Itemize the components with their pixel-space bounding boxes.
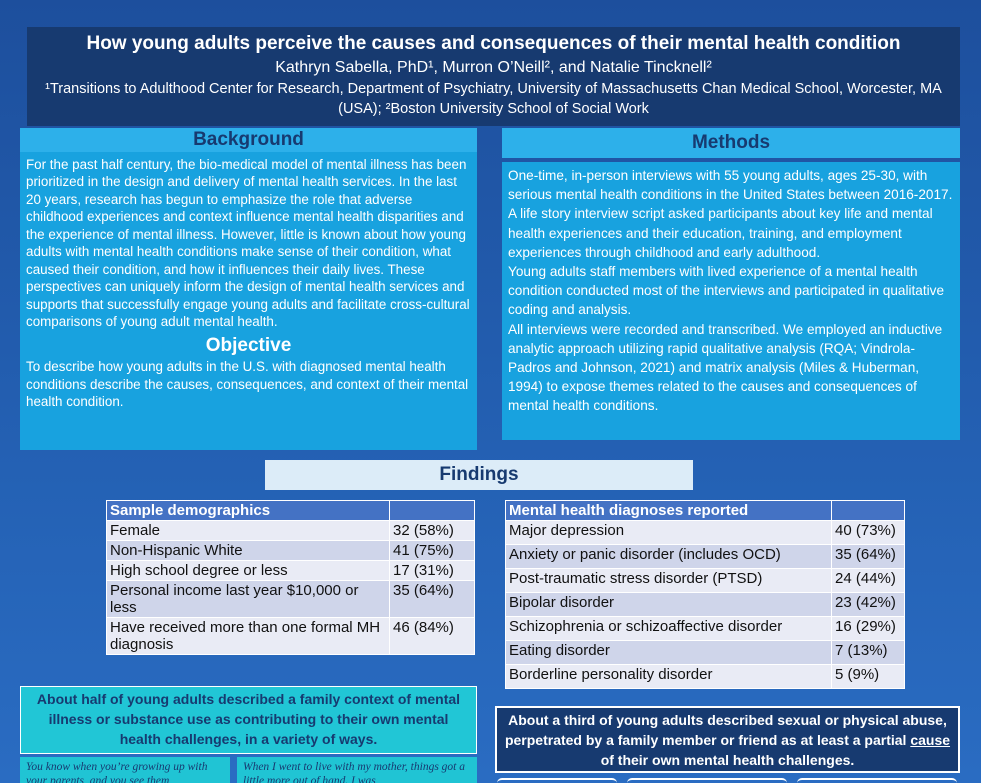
table-label: Bipolar disorder [505,592,832,617]
table-label: Borderline personality disorder [505,664,832,689]
table-label: Personal income last year $10,000 or les… [106,580,390,618]
table-header-blank [389,500,475,521]
table-label: Female [106,520,390,541]
table-row: Post-traumatic stress disorder (PTSD) 24 … [505,568,905,593]
table-value: 5 (9%) [831,664,905,689]
table-row: Eating disorder 7 (13%) [505,640,905,665]
quote: When I went to live with my mother, thin… [237,757,477,783]
abuse-callout: About a third of young adults described … [495,706,960,773]
methods-section: One-time, in-person interviews with 55 y… [502,162,960,440]
table-row: Personal income last year $10,000 or les… [106,580,475,618]
family-callout: About half of young adults described a f… [20,686,477,754]
abuse-underlined: cause [910,732,951,748]
table-row: Bipolar disorder 23 (42%) [505,592,905,617]
table-label: High school degree or less [106,560,390,581]
table-label: Eating disorder [505,640,832,665]
table-row: Female 32 (58%) [106,520,475,541]
findings-heading: Findings [265,460,693,490]
methods-paragraph: One-time, in-person interviews with 55 y… [508,168,953,203]
background-heading: Background [20,128,477,152]
table-row: Borderline personality disorder 5 (9%) [505,664,905,689]
table-value: 41 (75%) [389,540,475,561]
table-label: Major depression [505,520,832,545]
table-value: 40 (73%) [831,520,905,545]
methods-paragraph: A life story interview script asked part… [508,206,933,260]
abuse-text: of their own mental health challenges. [600,752,855,768]
decoration [797,778,957,783]
table-header-blank [831,500,905,521]
table-value: 35 (64%) [389,580,475,618]
methods-paragraph: Young adults staff members with lived ex… [508,264,945,318]
table-value: 32 (58%) [389,520,475,541]
title: How young adults perceive the causes and… [86,33,901,54]
table-value: 24 (44%) [831,568,905,593]
table-value: 46 (84%) [389,617,475,655]
objective-text: To describe how young adults in the U.S.… [26,359,469,409]
table-value: 35 (64%) [831,544,905,569]
table-row: Non-Hispanic White 41 (75%) [106,540,475,561]
background-section: Background For the past half century, th… [20,128,477,450]
table-label: Have received more than one formal MH di… [106,617,390,655]
decoration [627,778,787,783]
table-row: Major depression 40 (73%) [505,520,905,545]
table-value: 16 (29%) [831,616,905,641]
table-row: High school degree or less 17 (31%) [106,560,475,581]
table-row: Schizophrenia or schizoaffective disorde… [505,616,905,641]
table-label: Schizophrenia or schizoaffective disorde… [505,616,832,641]
header: How young adults perceive the causes and… [27,27,960,126]
header-row: Mental health diagnoses reported [505,500,905,521]
affiliation: ¹Transitions to Adulthood Center for Res… [45,81,942,117]
table-label: Post-traumatic stress disorder (PTSD) [505,568,832,593]
diagnoses-table: Mental health diagnoses reported Major de… [505,500,905,689]
table-label: Anxiety or panic disorder (includes OCD) [505,544,832,569]
decoration [497,778,617,783]
table-row: Have received more than one formal MH di… [106,617,475,655]
methods-heading: Methods [502,128,960,158]
background-text: For the past half century, the bio-medic… [26,156,470,330]
table-value: 23 (42%) [831,592,905,617]
table-value: 17 (31%) [389,560,475,581]
methods-paragraph: All interviews were recorded and transcr… [508,321,943,414]
table-header: Mental health diagnoses reported [505,500,832,521]
table-header: Sample demographics [106,500,390,521]
authors: Kathryn Sabella, PhD¹, Murron O’Neill², … [275,59,712,76]
table-value: 7 (13%) [831,640,905,665]
abuse-text: About a third of young adults described … [504,712,947,748]
quote: You know when you’re growing up with you… [20,757,230,783]
table-label: Non-Hispanic White [106,540,390,561]
demographics-table: Sample demographics Female 32 (58%) Non-His… [106,500,475,655]
table-row: Anxiety or panic disorder (includes OCD)… [505,544,905,569]
objective-heading: Objective [205,334,292,356]
header-row: Sample demographics [106,500,475,521]
